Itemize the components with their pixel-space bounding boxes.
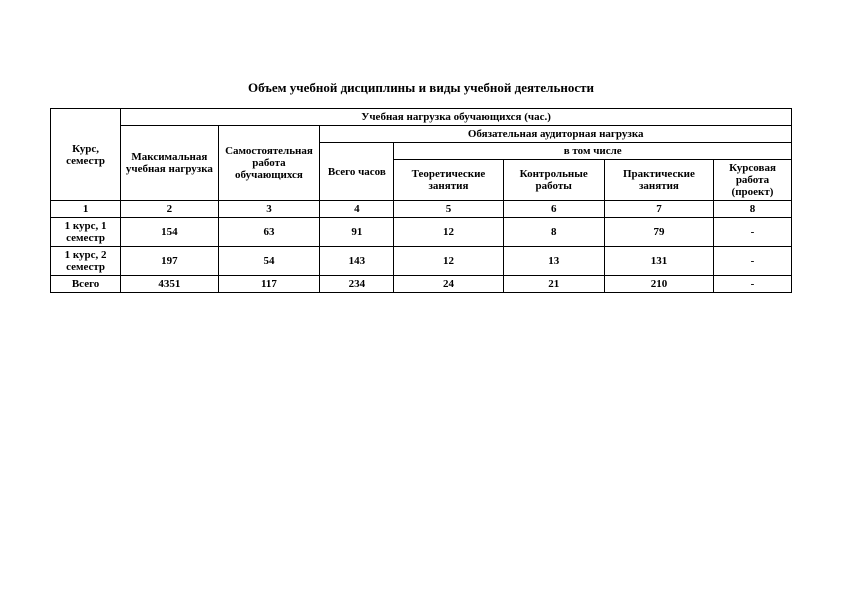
cell: 4351 xyxy=(121,276,218,293)
row-label: Всего xyxy=(51,276,121,293)
row-label: 1 курс, 2 семестр xyxy=(51,247,121,276)
table-row: 1 курс, 2 семестр 197 54 143 12 13 131 - xyxy=(51,247,792,276)
col-num-2: 2 xyxy=(121,201,218,218)
cell: 13 xyxy=(503,247,604,276)
cell: 143 xyxy=(320,247,394,276)
header-max-workload: Максимальная учебная нагрузка xyxy=(121,126,218,201)
cell: 12 xyxy=(394,218,503,247)
cell: - xyxy=(714,276,792,293)
cell: 21 xyxy=(503,276,604,293)
workload-table: Курс, семестр Учебная нагрузка обучающих… xyxy=(50,108,792,293)
header-including: в том числе xyxy=(394,143,792,160)
cell: 117 xyxy=(218,276,320,293)
header-theoretical: Теоретические занятия xyxy=(394,160,503,201)
table-row: Всего 4351 117 234 24 21 210 - xyxy=(51,276,792,293)
cell: - xyxy=(714,218,792,247)
header-coursework: Курсовая работа (проект) xyxy=(714,160,792,201)
header-mandatory-title: Обязательная аудиторная нагрузка xyxy=(320,126,792,143)
table-row: 1 курс, 1 семестр 154 63 91 12 8 79 - xyxy=(51,218,792,247)
header-practical: Практические занятия xyxy=(604,160,713,201)
col-num-3: 3 xyxy=(218,201,320,218)
cell: - xyxy=(714,247,792,276)
cell: 210 xyxy=(604,276,713,293)
header-row-1: Курс, семестр Учебная нагрузка обучающих… xyxy=(51,109,792,126)
page-title: Объем учебной дисциплины и виды учебной … xyxy=(50,80,792,96)
cell: 54 xyxy=(218,247,320,276)
cell: 234 xyxy=(320,276,394,293)
number-row: 1 2 3 4 5 6 7 8 xyxy=(51,201,792,218)
header-workload-title: Учебная нагрузка обучающихся (час.) xyxy=(121,109,792,126)
cell: 154 xyxy=(121,218,218,247)
col-num-5: 5 xyxy=(394,201,503,218)
col-num-6: 6 xyxy=(503,201,604,218)
col-num-1: 1 xyxy=(51,201,121,218)
cell: 24 xyxy=(394,276,503,293)
cell: 197 xyxy=(121,247,218,276)
col-num-4: 4 xyxy=(320,201,394,218)
cell: 63 xyxy=(218,218,320,247)
header-row-2: Максимальная учебная нагрузка Самостояте… xyxy=(51,126,792,143)
row-label: 1 курс, 1 семестр xyxy=(51,218,121,247)
header-tests: Контрольные работы xyxy=(503,160,604,201)
col-num-8: 8 xyxy=(714,201,792,218)
cell: 8 xyxy=(503,218,604,247)
header-self-work: Самостоятельная работа обучающихся xyxy=(218,126,320,201)
cell: 91 xyxy=(320,218,394,247)
cell: 131 xyxy=(604,247,713,276)
cell: 12 xyxy=(394,247,503,276)
header-course-sem: Курс, семестр xyxy=(51,109,121,201)
header-total-hours: Всего часов xyxy=(320,143,394,201)
col-num-7: 7 xyxy=(604,201,713,218)
cell: 79 xyxy=(604,218,713,247)
